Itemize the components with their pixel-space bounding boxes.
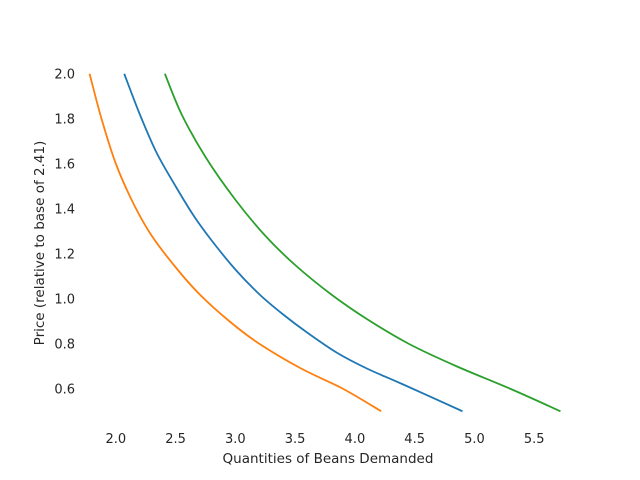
y-tick-labels: 0.6 0.8 1.0 1.2 1.4 1.6 1.8 2.0 bbox=[54, 67, 75, 397]
y-tick-label: 1.6 bbox=[54, 157, 75, 172]
y-tick-label: 0.8 bbox=[54, 337, 75, 352]
x-tick-label: 3.5 bbox=[285, 432, 306, 447]
x-tick-label: 2.5 bbox=[165, 432, 186, 447]
series-line-3 bbox=[164, 73, 561, 413]
x-tick-label: 4.0 bbox=[345, 432, 366, 447]
x-tick-labels: 2.0 2.5 3.0 3.5 4.0 4.5 5.0 5.5 bbox=[106, 432, 545, 447]
series-lines bbox=[88, 73, 561, 413]
series-line-1 bbox=[123, 73, 463, 413]
series-line-2 bbox=[88, 73, 382, 413]
y-tick-label: 1.4 bbox=[54, 202, 75, 217]
y-axis-label: Price (relative to base of 2.41) bbox=[32, 141, 48, 346]
x-axis-label: Quantities of Beans Demanded bbox=[223, 451, 434, 467]
x-tick-label: 2.0 bbox=[106, 432, 127, 447]
x-tick-label: 5.5 bbox=[524, 432, 545, 447]
y-tick-label: 1.8 bbox=[54, 112, 75, 127]
y-tick-label: 1.2 bbox=[54, 247, 75, 262]
x-tick-label: 4.5 bbox=[404, 432, 425, 447]
y-tick-label: 2.0 bbox=[54, 67, 75, 82]
x-tick-label: 3.0 bbox=[225, 432, 246, 447]
y-tick-label: 1.0 bbox=[54, 292, 75, 307]
x-tick-label: 5.0 bbox=[464, 432, 485, 447]
y-tick-label: 0.6 bbox=[54, 382, 75, 397]
